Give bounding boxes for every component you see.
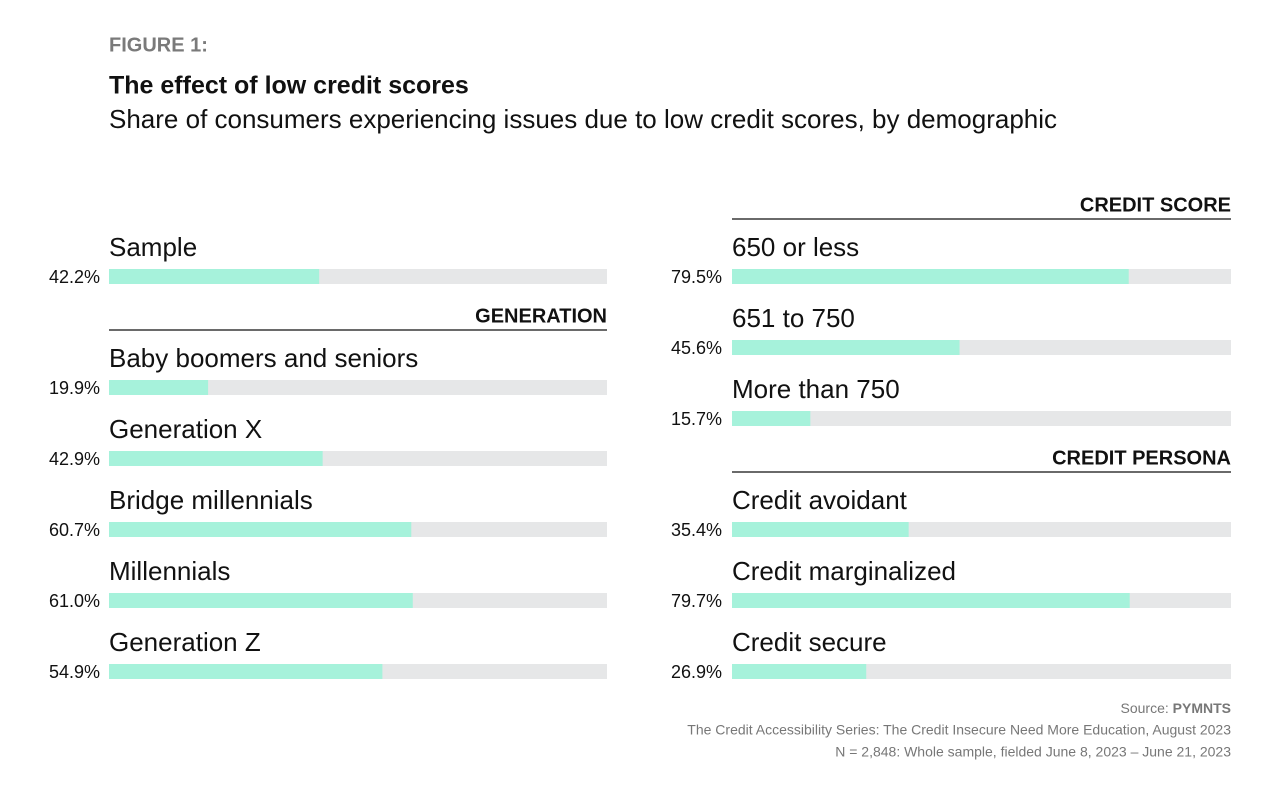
source: Source: PYMNTS xyxy=(1121,700,1231,716)
category-label: Generation X xyxy=(109,414,262,444)
value-label: 42.2% xyxy=(49,267,100,287)
group-header: CREDIT PERSONA xyxy=(1052,447,1231,469)
value-label: 26.9% xyxy=(671,662,722,682)
chart-title: The effect of low credit scores xyxy=(109,72,469,100)
value-label: 15.7% xyxy=(671,409,722,429)
value-label: 19.9% xyxy=(49,378,100,398)
bar-track xyxy=(732,411,1231,426)
value-label: 54.9% xyxy=(49,662,100,682)
value-label: 35.4% xyxy=(671,520,722,540)
bar xyxy=(109,451,323,466)
figure-label: FIGURE 1: xyxy=(109,34,208,56)
bar xyxy=(109,269,320,284)
source-name: PYMNTS xyxy=(1173,700,1231,716)
category-label: More than 750 xyxy=(732,374,900,404)
category-label: Millennials xyxy=(109,556,230,586)
bar xyxy=(732,411,811,426)
value-label: 45.6% xyxy=(671,338,722,358)
bar xyxy=(732,593,1130,608)
value-label: 42.9% xyxy=(49,449,100,469)
value-label: 79.7% xyxy=(671,591,722,611)
category-label: Credit secure xyxy=(732,627,887,657)
bar xyxy=(109,380,209,395)
bar-track xyxy=(109,380,607,395)
value-label: 61.0% xyxy=(49,591,100,611)
category-label: Sample xyxy=(109,232,197,262)
bar xyxy=(109,664,383,679)
source-label: Source: xyxy=(1121,700,1169,716)
category-label: Credit marginalized xyxy=(732,556,956,586)
value-label: 79.5% xyxy=(671,267,722,287)
bar xyxy=(732,522,909,537)
value-label: 60.7% xyxy=(49,520,100,540)
category-label: Bridge millennials xyxy=(109,485,313,515)
chart-subtitle: Share of consumers experiencing issues d… xyxy=(109,104,1057,134)
category-label: Generation Z xyxy=(109,627,261,657)
note: N = 2,848: Whole sample, fielded June 8,… xyxy=(835,744,1231,760)
category-label: Baby boomers and seniors xyxy=(109,343,418,373)
group-header: CREDIT SCORE xyxy=(1080,194,1231,216)
bar xyxy=(109,522,412,537)
category-label: 651 to 750 xyxy=(732,303,855,333)
group-header: GENERATION xyxy=(475,305,607,327)
category-label: 650 or less xyxy=(732,232,859,262)
note: The Credit Accessibility Series: The Cre… xyxy=(687,722,1231,738)
bar xyxy=(732,340,960,355)
bar xyxy=(109,593,413,608)
bar xyxy=(732,269,1129,284)
bar xyxy=(732,664,867,679)
category-label: Credit avoidant xyxy=(732,485,908,515)
